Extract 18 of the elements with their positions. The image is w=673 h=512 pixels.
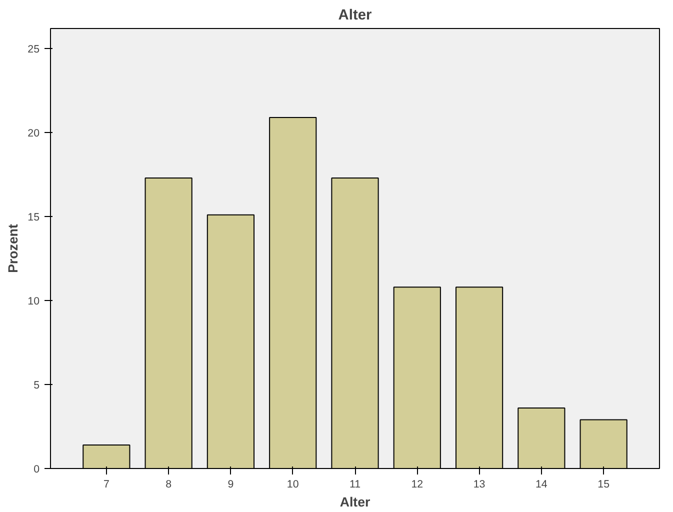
x-tick-label: 8 <box>166 478 172 490</box>
x-tick-label: 15 <box>598 478 610 490</box>
y-tick-label: 25 <box>28 44 40 56</box>
y-axis-title: Prozent <box>6 224 21 273</box>
x-tick-label: 12 <box>411 478 424 490</box>
x-tick-label: 9 <box>228 478 234 490</box>
x-axis-title: Alter <box>340 494 370 510</box>
x-tick-label: 7 <box>103 478 110 490</box>
x-tick-label: 14 <box>536 478 548 490</box>
x-tick-label: 13 <box>473 478 486 490</box>
chart-title: Alter <box>338 8 372 24</box>
y-tick-label: 0 <box>34 464 40 476</box>
y-tick-label: 20 <box>28 128 40 140</box>
x-tick-label: 10 <box>286 478 299 490</box>
y-tick-label: 15 <box>28 212 40 224</box>
y-tick-label: 10 <box>28 296 40 308</box>
y-tick-label: 5 <box>34 380 40 392</box>
x-tick-label: 11 <box>349 478 361 490</box>
